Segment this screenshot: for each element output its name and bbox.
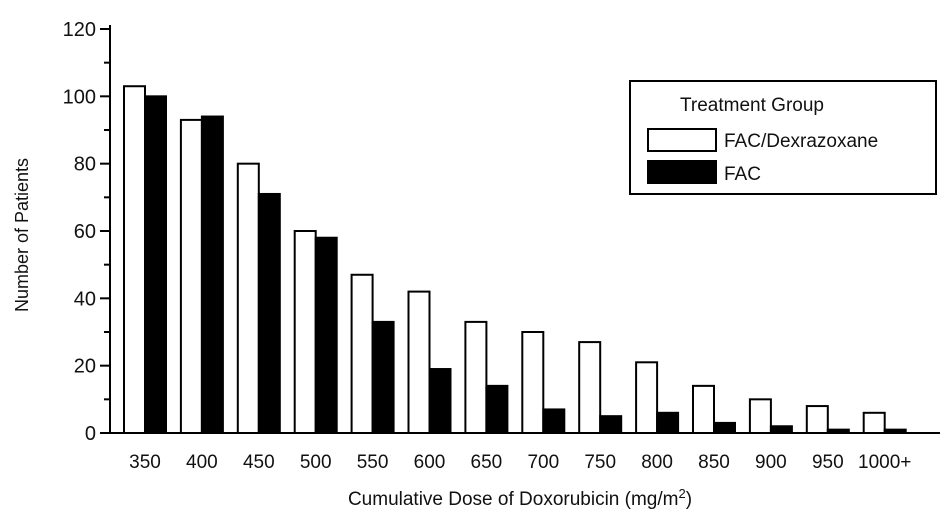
bar-fac-750	[599, 415, 623, 434]
bar-fac-dexrazoxane-700	[521, 331, 545, 434]
y-axis-ticks: 0 20 40 60 80 100 120	[63, 19, 110, 445]
bar-fac-700	[542, 408, 566, 434]
y-tick-label: 60	[74, 221, 96, 243]
bar-fac-850	[713, 421, 736, 434]
bars	[123, 85, 907, 435]
x-tick-label: 450	[243, 452, 275, 473]
bar-fac-dexrazoxane-750	[578, 341, 602, 435]
legend-swatch-fac-dexrazoxane	[647, 128, 717, 152]
bar-fac-dexrazoxane-600	[407, 290, 431, 434]
bar-fac-dexrazoxane-900	[748, 398, 772, 435]
x-axis-tick-labels: 350 400 450 500 550 600 650 700 750 800 850 900 950 1…	[129, 452, 911, 473]
y-axis-label: Number of Patients	[12, 158, 32, 312]
bar-fac-dexrazoxane-550	[350, 273, 374, 434]
x-tick-label: 850	[698, 452, 730, 473]
x-tick-label: 1000+	[858, 452, 911, 473]
bar-fac-500	[314, 236, 338, 434]
bar-fac-dexrazoxane-950	[805, 405, 829, 435]
legend: Treatment Group FAC/Dexrazoxane FAC	[629, 80, 937, 195]
bar-fac-450	[257, 192, 281, 434]
y-tick-label: 100	[63, 86, 96, 108]
bar-fac-550	[371, 320, 395, 434]
x-tick-label: 550	[357, 452, 389, 473]
bar-fac-900	[769, 425, 793, 434]
x-tick-label: 350	[129, 452, 161, 473]
x-axis-label-close: )	[686, 489, 692, 510]
bar-fac-dexrazoxane-1000plus	[862, 411, 886, 434]
x-tick-label: 950	[812, 452, 844, 473]
y-tick-label: 20	[74, 356, 96, 378]
bar-fac-600	[428, 368, 452, 434]
x-axis-label-superscript: 2	[678, 486, 685, 501]
x-axis-label: Cumulative Dose of Doxorubicin (mg/m2)	[348, 486, 692, 510]
bar-fac-dexrazoxane-800	[635, 361, 659, 434]
x-tick-label: 700	[527, 452, 559, 473]
x-tick-label: 900	[755, 452, 787, 473]
legend-label-fac: FAC	[724, 164, 761, 185]
y-tick-label: 40	[74, 288, 96, 310]
x-tick-label: 750	[584, 452, 616, 473]
y-tick-label: 80	[74, 154, 96, 176]
bar-fac-dexrazoxane-500	[293, 230, 317, 434]
x-axis-label-main: Cumulative Dose of Doxorubicin (mg/m	[348, 489, 679, 510]
x-tick-label: 400	[186, 452, 218, 473]
bar-fac-dexrazoxane-400	[179, 118, 203, 435]
bar-fac-350	[144, 95, 167, 434]
bar-fac-800	[656, 411, 680, 434]
x-tick-label: 800	[641, 452, 673, 473]
bar-fac-400	[200, 115, 224, 435]
legend-title: Treatment Group	[680, 95, 824, 116]
bar-fac-dexrazoxane-350	[123, 85, 146, 434]
x-tick-label: 600	[414, 452, 446, 473]
x-tick-label: 500	[300, 452, 332, 473]
bar-fac-dexrazoxane-850	[692, 384, 715, 435]
bar-fac-dexrazoxane-650	[464, 320, 488, 434]
y-tick-label: 0	[85, 423, 96, 445]
bar-fac-650	[485, 384, 509, 435]
bar-fac-dexrazoxane-450	[236, 162, 260, 435]
legend-swatch-fac	[647, 160, 717, 184]
legend-label-fac-dexrazoxane: FAC/Dexrazoxane	[724, 131, 878, 152]
x-tick-label: 650	[471, 452, 503, 473]
y-tick-label: 120	[63, 19, 96, 41]
